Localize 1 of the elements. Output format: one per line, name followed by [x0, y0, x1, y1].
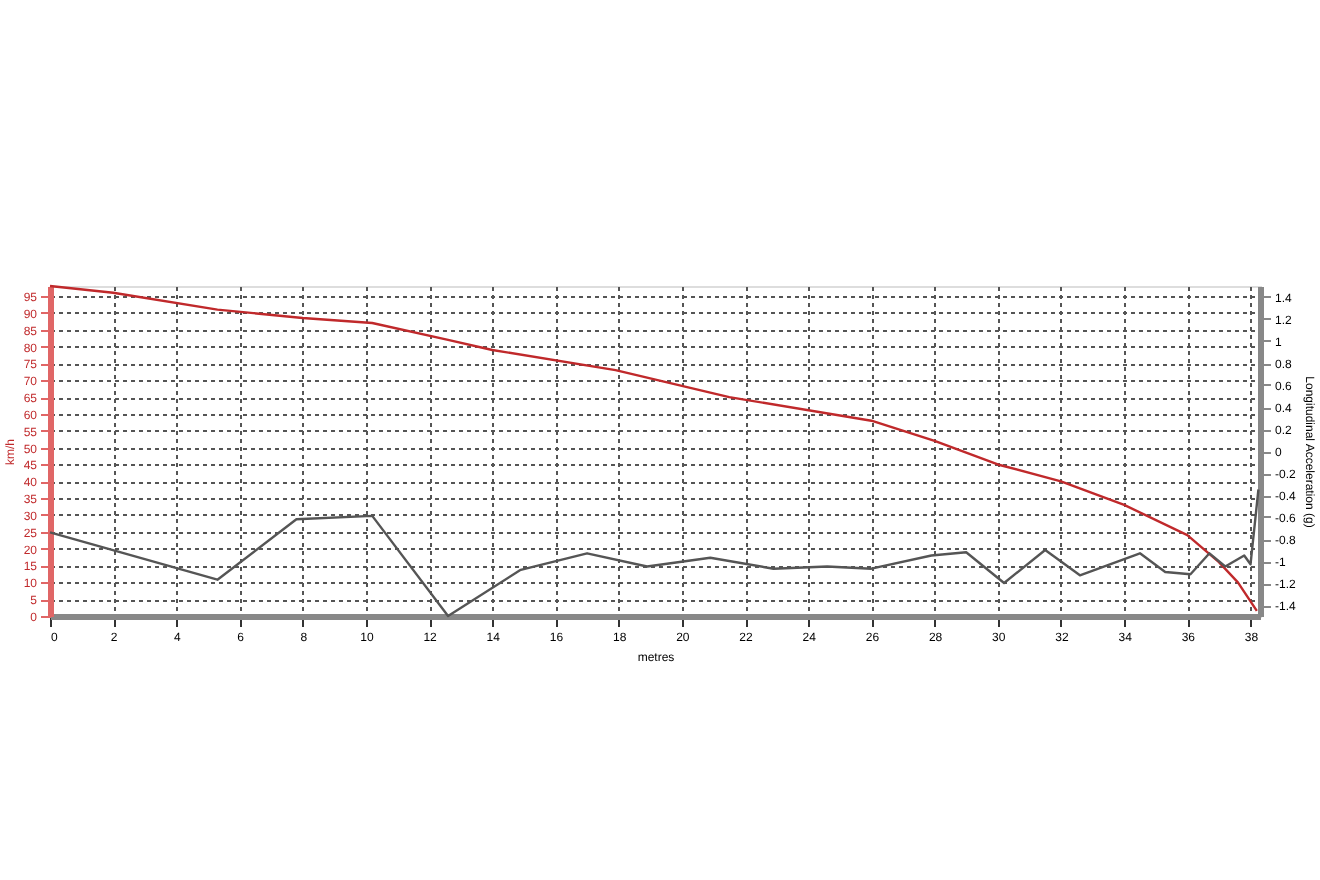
line-series	[48, 284, 1259, 613]
